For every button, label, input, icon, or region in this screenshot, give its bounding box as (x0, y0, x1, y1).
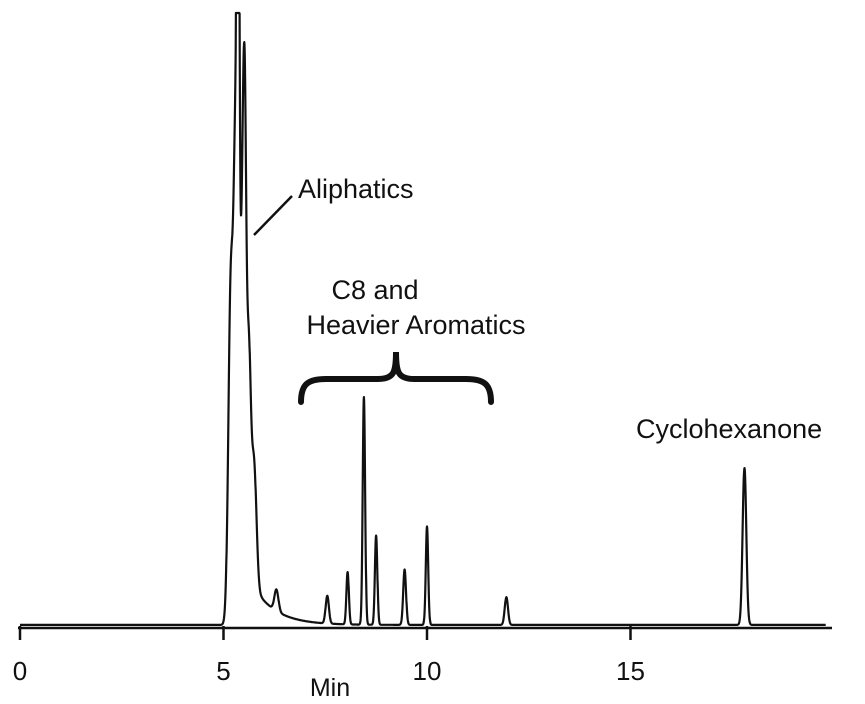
x-tick-label-0: 0 (13, 656, 27, 686)
annotation-aliphatics: Aliphatics (253, 174, 414, 236)
x-axis-title: Min (310, 674, 350, 702)
aliphatics-leader-line (253, 195, 293, 236)
x-tick-label-5: 5 (216, 656, 230, 686)
x-tick-label-15: 15 (616, 656, 645, 686)
aliphatics-label: Aliphatics (298, 174, 414, 204)
aromatics-label-line-2: Heavier Aromatics (306, 310, 525, 340)
cyclohexanone-label: Cyclohexanone (636, 414, 822, 444)
aromatics-curly-brace (298, 351, 494, 405)
x-axis-ticks: 0 5 10 15 (13, 626, 645, 686)
x-tick-label-10: 10 (413, 656, 442, 686)
chromatogram-trace (19, 11, 827, 626)
aromatics-label-line-1: C8 and (331, 275, 418, 305)
annotation-aromatics: C8 and Heavier Aromatics (298, 275, 526, 405)
x-axis: 0 5 10 15 Min (13, 626, 832, 702)
